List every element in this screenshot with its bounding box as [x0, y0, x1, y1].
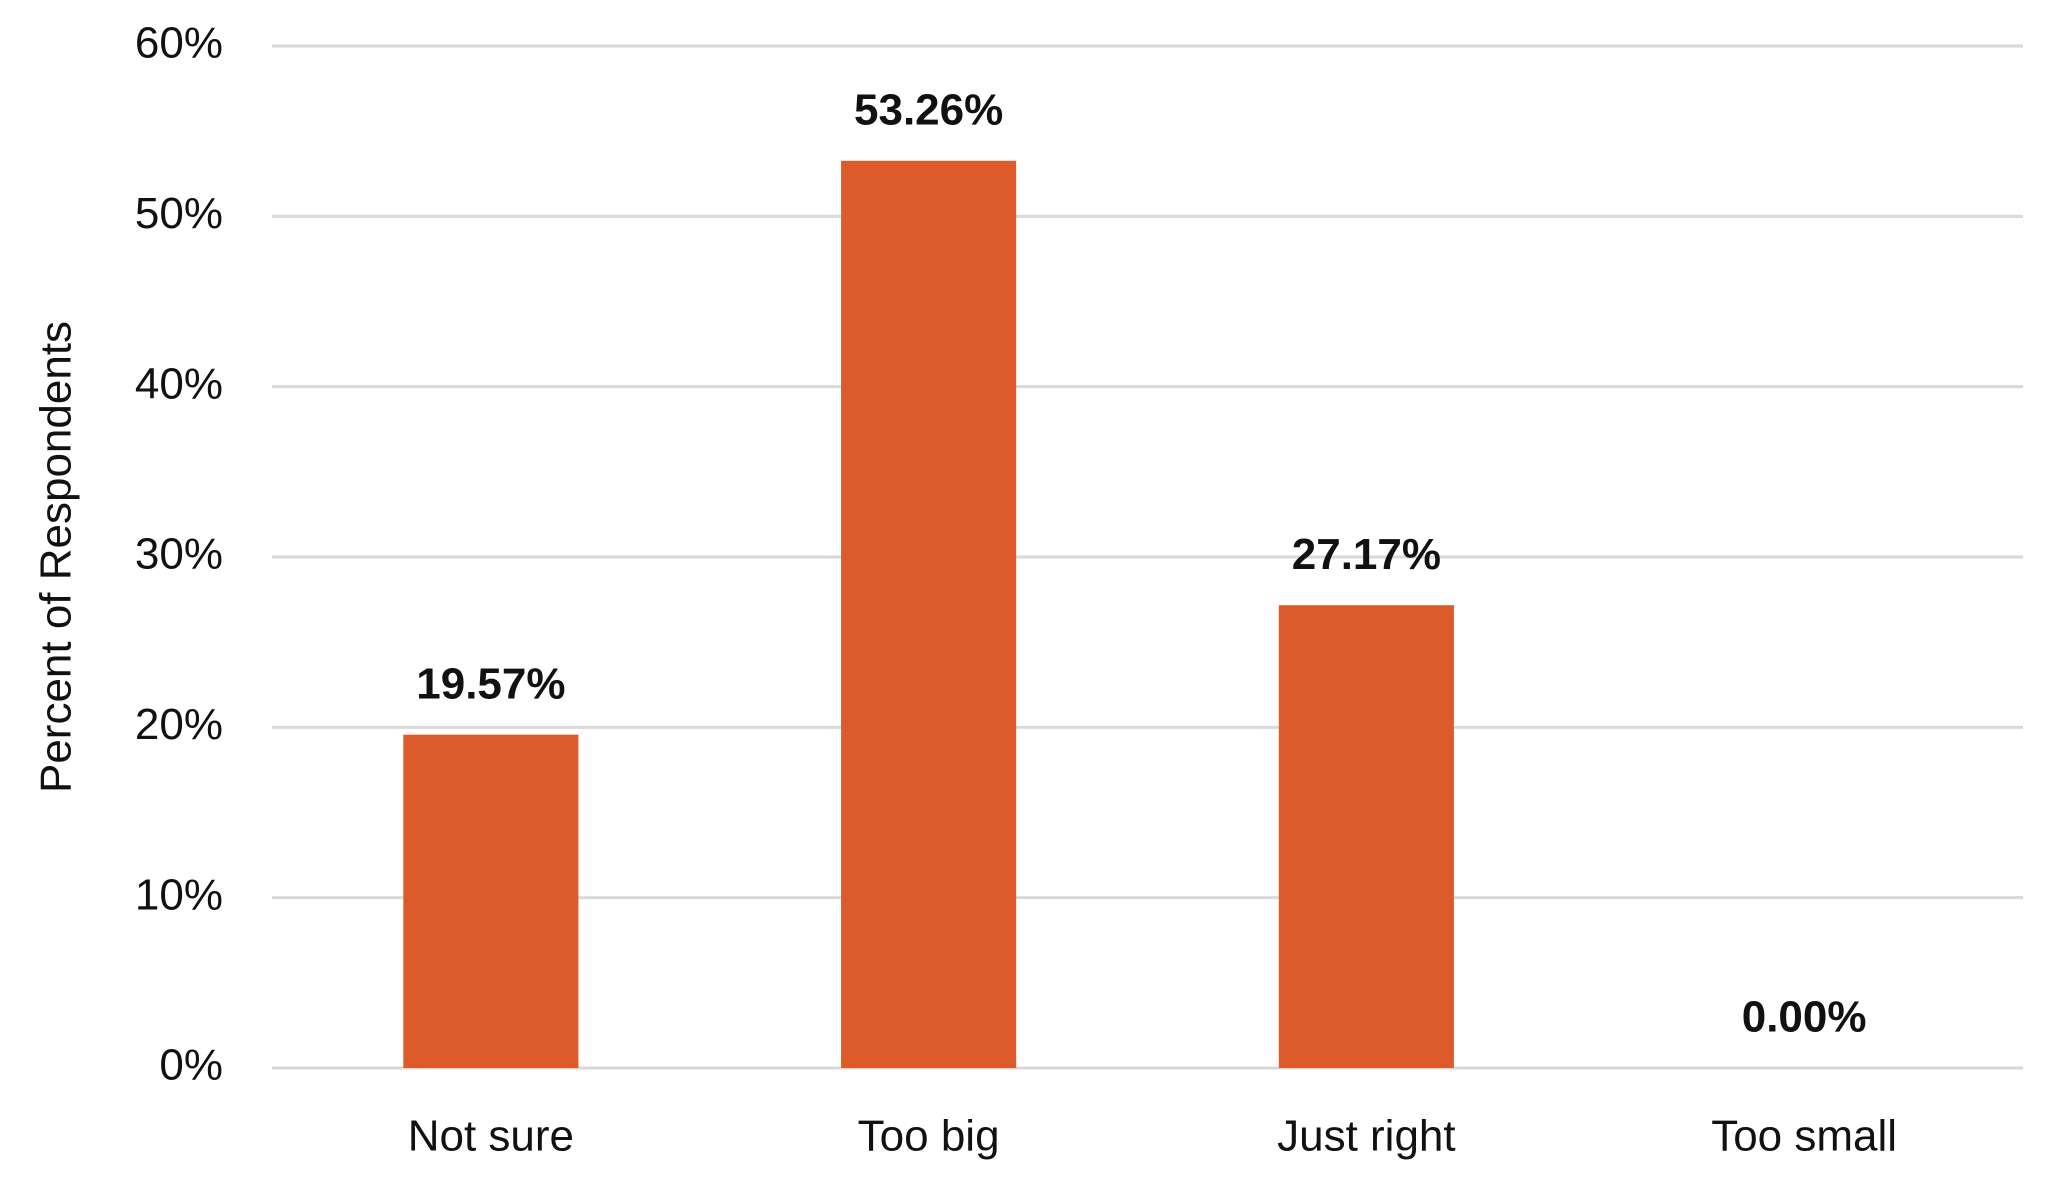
y-tick-label: 60% [135, 19, 223, 68]
value-label: 27.17% [1292, 530, 1441, 579]
y-tick-label: 30% [135, 530, 223, 579]
y-tick-label: 40% [135, 359, 223, 408]
bar [841, 160, 1017, 1068]
x-tick-label: Not sure [408, 1112, 574, 1161]
value-label: 53.26% [854, 85, 1003, 134]
value-label: 0.00% [1742, 993, 1867, 1042]
y-tick-label: 20% [135, 700, 223, 749]
x-tick-label: Too small [1711, 1112, 1897, 1161]
x-tick-label: Too big [858, 1112, 1000, 1161]
x-tick-label: Just right [1277, 1112, 1456, 1161]
y-tick-label: 50% [135, 189, 223, 238]
bar [1278, 605, 1454, 1068]
value-label: 19.57% [416, 659, 565, 708]
y-axis-label: Percent of Respondents [32, 321, 81, 793]
y-tick-label: 0% [159, 1041, 223, 1090]
bar [403, 734, 579, 1068]
y-tick-label: 10% [135, 870, 223, 919]
